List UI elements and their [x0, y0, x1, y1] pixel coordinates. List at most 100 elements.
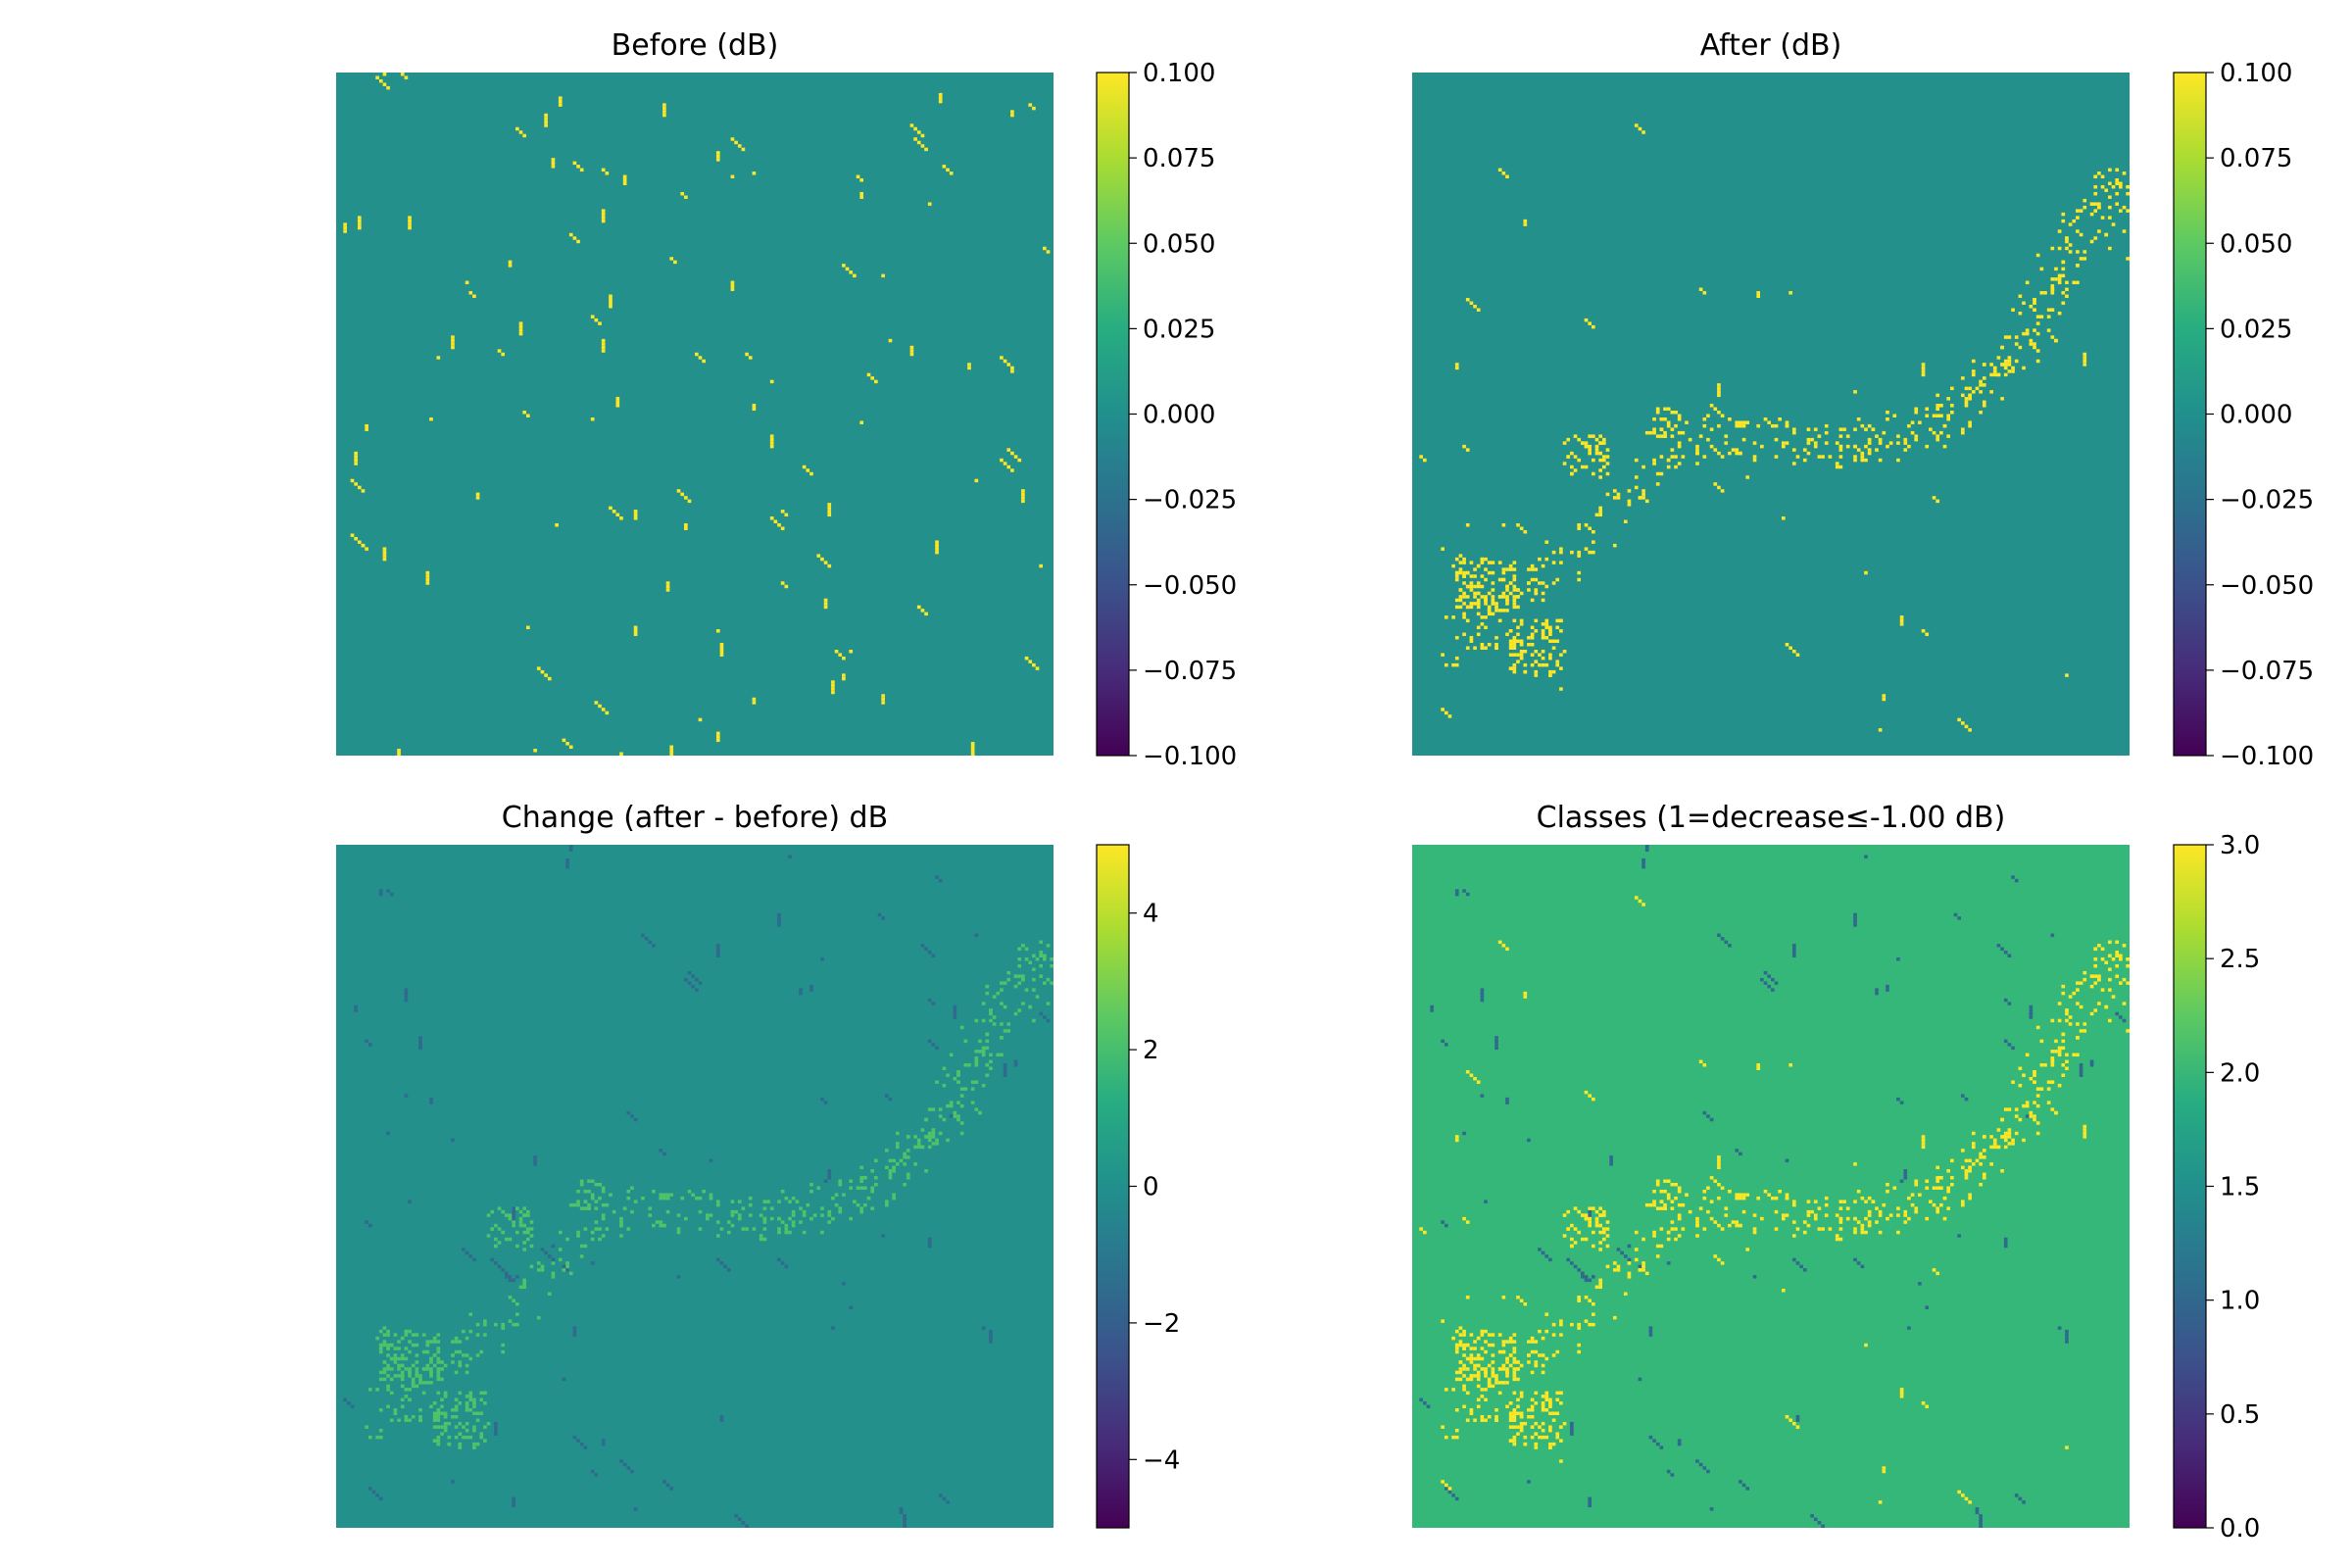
- heatmap-cell: [1666, 1196, 1671, 1200]
- heatmap-cell: [1021, 944, 1025, 948]
- heatmap-cell: [1979, 1524, 1983, 1528]
- heatmap-cell: [518, 324, 523, 329]
- heatmap-cell: [568, 1202, 573, 1207]
- heatmap-cell: [1021, 1002, 1025, 1005]
- heatmap-cell: [1936, 1209, 1940, 1214]
- heatmap-cell: [583, 1244, 588, 1249]
- heatmap-cell: [1838, 1216, 1843, 1221]
- heatmap-cell: [734, 1209, 738, 1214]
- heatmap-cell: [2115, 178, 2120, 182]
- heatmap-cell: [1936, 407, 1940, 412]
- heatmap-cell: [400, 1377, 405, 1382]
- heatmap-cell: [490, 1209, 495, 1214]
- heatmap-cell: [443, 1391, 448, 1396]
- heatmap-cell: [874, 379, 878, 384]
- heatmap-cell: [1032, 988, 1036, 992]
- heatmap-cell: [2097, 974, 2101, 978]
- heatmap-cell: [365, 423, 368, 428]
- heatmap-cell: [730, 1209, 735, 1214]
- colorbar-tick-label: 0.050: [2220, 229, 2292, 259]
- heatmap-cell: [1491, 1370, 1495, 1375]
- heatmap-cell: [1666, 1193, 1671, 1197]
- heatmap-cell: [1584, 465, 1589, 469]
- heatmap-cell: [1484, 1349, 1488, 1354]
- heatmap-cell: [1484, 1200, 1488, 1203]
- heatmap-cell: [386, 1131, 390, 1136]
- heatmap-cell: [1810, 437, 1814, 442]
- heatmap-cell: [759, 1213, 763, 1217]
- heatmap-cell: [953, 1004, 957, 1009]
- heatmap-cell: [1003, 1063, 1007, 1067]
- heatmap-cell: [2079, 1073, 2083, 1077]
- heatmap-cell: [963, 1063, 968, 1067]
- heatmap-cell: [1462, 889, 1466, 893]
- heatmap-cell: [1505, 1367, 1509, 1371]
- heatmap-cell: [2000, 345, 2004, 350]
- heatmap-cell: [1903, 1169, 1908, 1173]
- heatmap-cell: [1422, 1230, 1427, 1235]
- heatmap-cell: [1462, 561, 1466, 564]
- heatmap-cell: [1473, 1076, 1477, 1081]
- heatmap-cell: [1501, 1349, 1506, 1354]
- heatmap-cell: [386, 1347, 390, 1350]
- heatmap-cell: [1559, 1439, 1563, 1443]
- heatmap-cell: [762, 1200, 767, 1203]
- heatmap-cell: [1462, 612, 1466, 616]
- heatmap-cell: [1929, 427, 1933, 431]
- heatmap-cell: [1551, 1353, 1556, 1357]
- heatmap-cell: [1000, 981, 1004, 985]
- heatmap-cell: [715, 735, 720, 739]
- heatmap-cell: [849, 1305, 854, 1309]
- heatmap-cell: [1609, 1155, 1613, 1159]
- heatmap-cell: [903, 1521, 906, 1525]
- heatmap-cell: [2076, 280, 2080, 285]
- heatmap-cell: [938, 99, 943, 104]
- heatmap-cell: [468, 1408, 473, 1412]
- heatmap-cell: [1497, 561, 1502, 564]
- heatmap-cell: [1588, 1496, 1592, 1501]
- heatmap-cell: [1570, 1322, 1574, 1327]
- heatmap-cell: [522, 1241, 526, 1245]
- heatmap-cell: [2126, 981, 2130, 985]
- heatmap-cell: [1695, 444, 1699, 449]
- heatmap-cell: [1006, 1029, 1011, 1033]
- heatmap-cell: [2018, 294, 2023, 298]
- heatmap-cell: [2014, 342, 2019, 346]
- heatmap-cell: [1785, 423, 1789, 428]
- heatmap-cell: [1946, 397, 1950, 401]
- heatmap-cell: [1462, 595, 1466, 599]
- heatmap-cell: [1756, 1066, 1761, 1071]
- heatmap-cell: [748, 1213, 753, 1217]
- heatmap-cell: [1663, 1202, 1667, 1207]
- heatmap-cell: [1465, 1367, 1470, 1371]
- heatmap-cell: [691, 1193, 695, 1197]
- heatmap-cell: [1896, 1097, 1900, 1102]
- heatmap-cell: [429, 1367, 433, 1371]
- heatmap-cell: [468, 1397, 473, 1402]
- heatmap-cell: [1767, 1193, 1771, 1197]
- heatmap-cell: [1508, 567, 1513, 571]
- heatmap-cell: [2050, 1080, 2055, 1084]
- heatmap-cell: [1444, 1435, 1448, 1440]
- heatmap-cell: [1942, 423, 1947, 428]
- heatmap-cell: [1864, 1230, 1868, 1235]
- heatmap-cell: [989, 1329, 993, 1334]
- heatmap-cell: [522, 1230, 526, 1235]
- heatmap-cell: [1802, 1220, 1807, 1224]
- heatmap-cell: [1551, 561, 1556, 564]
- heatmap-cell: [1534, 629, 1539, 633]
- heatmap-cell: [1642, 861, 1645, 865]
- heatmap-cell: [2007, 363, 2012, 367]
- heatmap-cell: [375, 1435, 379, 1440]
- heatmap-cell: [1508, 653, 1513, 657]
- heatmap-cell: [1562, 441, 1567, 445]
- heatmap-cell: [820, 1206, 824, 1210]
- heatmap-cell: [1551, 1418, 1556, 1422]
- heatmap-cell: [1992, 1142, 1997, 1146]
- heatmap-cell: [1735, 1149, 1740, 1152]
- heatmap-cell: [903, 1183, 906, 1187]
- heatmap-cell: [981, 1046, 986, 1051]
- heatmap-cell: [583, 1446, 588, 1449]
- heatmap-cell: [762, 1227, 767, 1231]
- heatmap-cell: [2007, 1131, 2012, 1136]
